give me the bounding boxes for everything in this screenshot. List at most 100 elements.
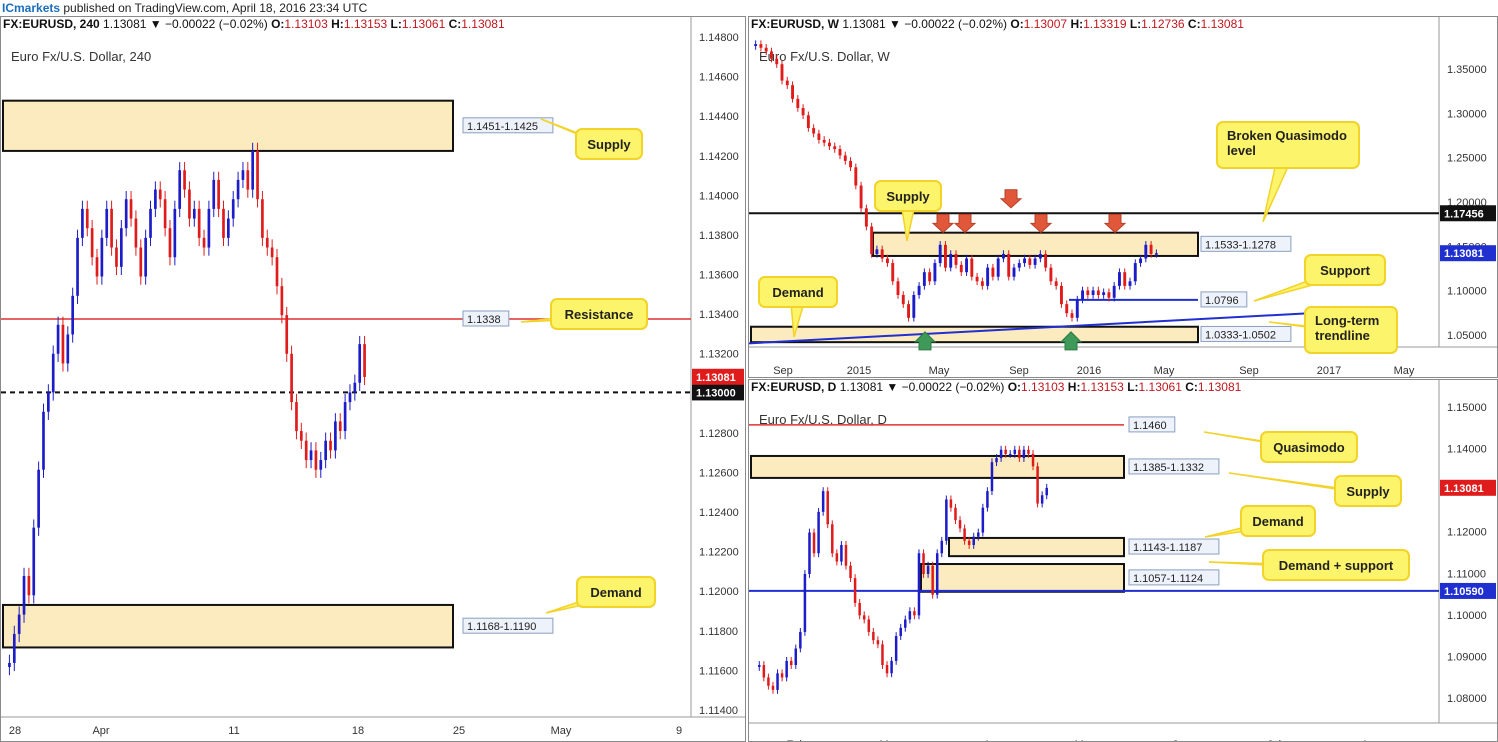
candle-body — [265, 237, 269, 248]
candle-body — [776, 673, 779, 690]
candle-body — [119, 228, 123, 267]
last-price-badge-text: 1.13081 — [696, 372, 736, 384]
candle-body — [780, 673, 784, 678]
candle — [949, 495, 953, 512]
long-term-trendline — [749, 312, 1310, 345]
level-badge-text: 1.13000 — [696, 387, 736, 399]
candle — [954, 250, 958, 269]
candle — [926, 561, 930, 578]
candle — [329, 432, 332, 459]
candle-body — [188, 189, 191, 219]
candle — [817, 129, 821, 144]
candle — [178, 162, 182, 218]
candle — [95, 248, 99, 285]
annotation-callout: Demand — [545, 576, 656, 614]
candle — [100, 229, 104, 285]
callout-box — [1334, 475, 1402, 507]
candle — [1070, 309, 1074, 322]
chart-panel-weekly[interactable]: FX:EURUSD, W 1.13081 ▼ −0.00022 (−0.02%)… — [748, 16, 1498, 378]
x-tick-label: 2017 — [1317, 365, 1341, 377]
y-tick-label: 1.12000 — [699, 586, 739, 598]
chart-panel-h4[interactable]: FX:EURUSD, 240 1.13081 ▼ −0.00022 (−0.02… — [0, 16, 746, 742]
candle-body — [227, 218, 230, 238]
candle — [801, 104, 805, 120]
y-tick-label: 1.11000 — [1447, 568, 1486, 580]
candle — [1049, 263, 1053, 286]
y-tick-label: 1.12200 — [699, 547, 739, 559]
candle — [1012, 263, 1016, 281]
y-tick-label: 1.10000 — [1447, 610, 1487, 622]
callout-text: Long-term trendline — [1315, 313, 1379, 343]
candle — [775, 54, 779, 68]
candle-body — [833, 146, 837, 150]
chart-h4[interactable]: 1.14800 1.14600 1.14400 1.14200 1.14000 1.138… — [1, 17, 745, 741]
chart-title: Euro Fx/U.S. Dollar, W — [759, 49, 890, 64]
candle-body — [789, 660, 793, 666]
panel-header-h4: FX:EURUSD, 240 1.13081 ▼ −0.00022 (−0.02… — [3, 17, 505, 31]
candle — [261, 191, 264, 247]
zone-range-label-text: 1.1143-1.1187 — [1133, 542, 1202, 554]
candle — [1027, 445, 1030, 458]
price-axis — [691, 17, 745, 717]
candle-body — [995, 458, 998, 463]
chart-panel-daily[interactable]: FX:EURUSD, D 1.13081 ▼ −0.00022 (−0.02%)… — [748, 379, 1498, 742]
candle — [885, 661, 889, 678]
candle — [996, 254, 1000, 281]
candle — [1023, 254, 1026, 267]
low-value: 1.13061 — [401, 17, 446, 31]
callout-text: Support — [1320, 263, 1370, 278]
down-arrow-icon — [999, 189, 1023, 209]
candle — [958, 516, 962, 533]
candle-body — [61, 324, 65, 364]
candle-body — [1102, 292, 1106, 295]
x-tick-label: Apr — [92, 725, 109, 737]
candle-body — [236, 179, 240, 200]
candle-body — [959, 264, 963, 273]
candle-body — [1065, 304, 1069, 314]
open-value: 1.13103 — [1021, 380, 1065, 394]
candle — [771, 681, 775, 694]
candle — [891, 259, 895, 286]
candle — [780, 669, 784, 682]
candle — [991, 263, 995, 281]
candle-body — [944, 244, 947, 268]
callout-text: Demand — [590, 585, 641, 600]
zone-range-label: 1.0333-1.0502 — [1200, 325, 1292, 342]
candle-body — [981, 507, 985, 533]
candle — [163, 191, 167, 237]
chart-daily[interactable]: 1.150001.140001.130001.120001.110001.100… — [749, 380, 1497, 741]
change-label: 1.13081 ▼ −0.00022 (−0.02%) — [103, 17, 268, 31]
candle-body — [867, 619, 871, 632]
candle-body — [100, 237, 104, 277]
candle — [999, 445, 1003, 462]
candle-body — [42, 411, 45, 470]
candle — [762, 661, 766, 682]
candle — [134, 210, 138, 256]
candle — [981, 503, 985, 537]
chart-title: Euro Fx/U.S. Dollar, 240 — [11, 49, 152, 64]
candle — [32, 519, 36, 604]
candle — [1028, 254, 1032, 269]
candle — [85, 200, 89, 237]
candle-body — [154, 189, 157, 209]
zone-demand — [750, 325, 1199, 344]
candle-body — [192, 208, 196, 219]
level-badge — [692, 384, 744, 401]
candle — [149, 200, 152, 247]
candle — [1040, 491, 1044, 508]
candle-body — [940, 540, 944, 554]
candle-body — [980, 281, 984, 286]
candle-body — [831, 524, 834, 554]
candle-body — [1154, 253, 1158, 255]
y-tick-label: 1.09000 — [1447, 651, 1487, 663]
candle — [22, 567, 26, 623]
chart-weekly[interactable]: 1.350001.300001.250001.200001.150001.100… — [749, 17, 1497, 377]
y-tick-label: 1.11800 — [699, 626, 738, 638]
candle — [840, 541, 843, 566]
candle — [799, 628, 802, 653]
y-tick-label: 1.12000 — [1447, 527, 1487, 539]
candle-body — [348, 392, 352, 403]
close-value: 1.13081 — [1197, 380, 1242, 394]
candle — [270, 239, 274, 266]
candle-body — [785, 80, 789, 86]
